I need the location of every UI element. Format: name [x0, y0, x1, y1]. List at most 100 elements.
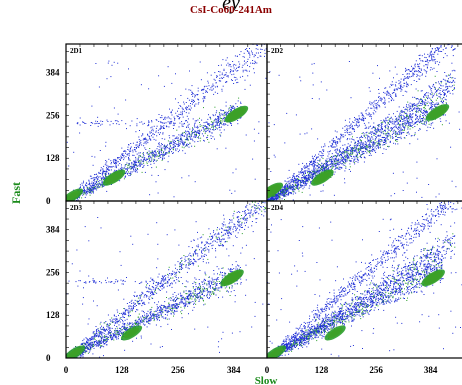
data-point: [202, 92, 204, 94]
data-point: [418, 71, 420, 73]
data-point: [388, 92, 390, 94]
data-point: [186, 144, 187, 146]
data-point: [379, 77, 380, 79]
data-point: [436, 50, 438, 51]
data-point: [195, 130, 197, 132]
data-point: [427, 92, 429, 94]
data-point: [305, 175, 307, 177]
data-point: [392, 84, 394, 86]
data-point: [411, 135, 413, 137]
data-point: [377, 102, 379, 104]
data-point: [97, 183, 99, 185]
data-point: [373, 142, 375, 144]
data-point: [288, 187, 289, 189]
data-point: [352, 150, 354, 151]
data-point: [224, 112, 226, 114]
data-point: [155, 139, 157, 141]
data-point: [442, 90, 443, 92]
data-point: [352, 148, 354, 149]
data-point: [81, 197, 83, 199]
data-point: [158, 142, 160, 144]
data-point: [357, 159, 359, 161]
data-point: [263, 35, 264, 36]
data-point: [344, 178, 345, 180]
data-point: [97, 185, 99, 187]
data-point: [411, 70, 412, 72]
data-point: [153, 158, 155, 160]
data-point: [116, 170, 117, 172]
data-point: [350, 156, 352, 157]
data-point: [295, 179, 297, 181]
data-point: [337, 141, 339, 143]
data-point: [128, 159, 130, 161]
data-point: [318, 170, 319, 172]
data-point: [412, 104, 414, 105]
data-point: [416, 116, 418, 118]
data-point: [162, 132, 164, 134]
data-point: [194, 120, 196, 122]
data-point: [423, 111, 425, 113]
data-point: [355, 147, 357, 149]
data-point: [119, 158, 121, 160]
data-point: [182, 142, 183, 144]
data-point: [332, 137, 334, 139]
data-point: [432, 103, 434, 105]
data-point: [153, 125, 155, 127]
data-point: [346, 127, 348, 129]
data-point: [354, 147, 356, 149]
data-point: [173, 116, 175, 118]
data-point: [88, 191, 90, 193]
data-point: [383, 120, 385, 122]
data-point: [233, 83, 235, 84]
data-point: [230, 64, 231, 66]
data-point: [97, 184, 99, 186]
data-point: [426, 130, 428, 132]
data-point: [447, 81, 448, 83]
data-point: [183, 103, 185, 105]
data-point: [162, 157, 164, 159]
data-point: [106, 175, 108, 177]
data-point: [353, 156, 355, 158]
data-point: [325, 160, 327, 162]
data-point: [422, 73, 423, 75]
data-point: [357, 119, 359, 121]
data-point: [402, 114, 404, 116]
data-point: [421, 120, 423, 122]
data-point: [370, 150, 372, 152]
data-point: [198, 132, 200, 134]
data-point: [151, 135, 152, 137]
data-point: [148, 156, 150, 158]
data-point: [194, 145, 196, 147]
data-point: [227, 62, 229, 64]
data-point: [175, 141, 176, 142]
data-point: [89, 188, 91, 190]
data-point: [395, 134, 397, 136]
data-point: [424, 56, 426, 58]
data-point: [181, 134, 183, 136]
data-point: [430, 103, 432, 105]
data-point: [211, 126, 212, 128]
data-point: [218, 121, 220, 122]
data-point: [340, 160, 342, 162]
data-point: [191, 133, 193, 135]
data-point: [170, 141, 172, 142]
data-point: [106, 166, 108, 168]
data-point: [316, 169, 318, 171]
data-point: [367, 150, 369, 152]
data-point: [377, 129, 379, 131]
data-point: [438, 87, 440, 89]
data-point: [356, 121, 357, 123]
data-point: [345, 124, 347, 126]
data-point: [363, 147, 365, 149]
data-point: [357, 118, 359, 120]
data-point: [295, 182, 297, 184]
data-point: [225, 101, 227, 103]
data-point: [397, 123, 399, 124]
data-point: [291, 185, 293, 187]
data-point: [431, 101, 433, 103]
data-point: [430, 88, 432, 90]
data-point: [419, 128, 421, 130]
data-point: [370, 145, 372, 147]
chart-title: CsI-Co60-241Am: [190, 4, 272, 16]
data-point: [451, 28, 452, 29]
